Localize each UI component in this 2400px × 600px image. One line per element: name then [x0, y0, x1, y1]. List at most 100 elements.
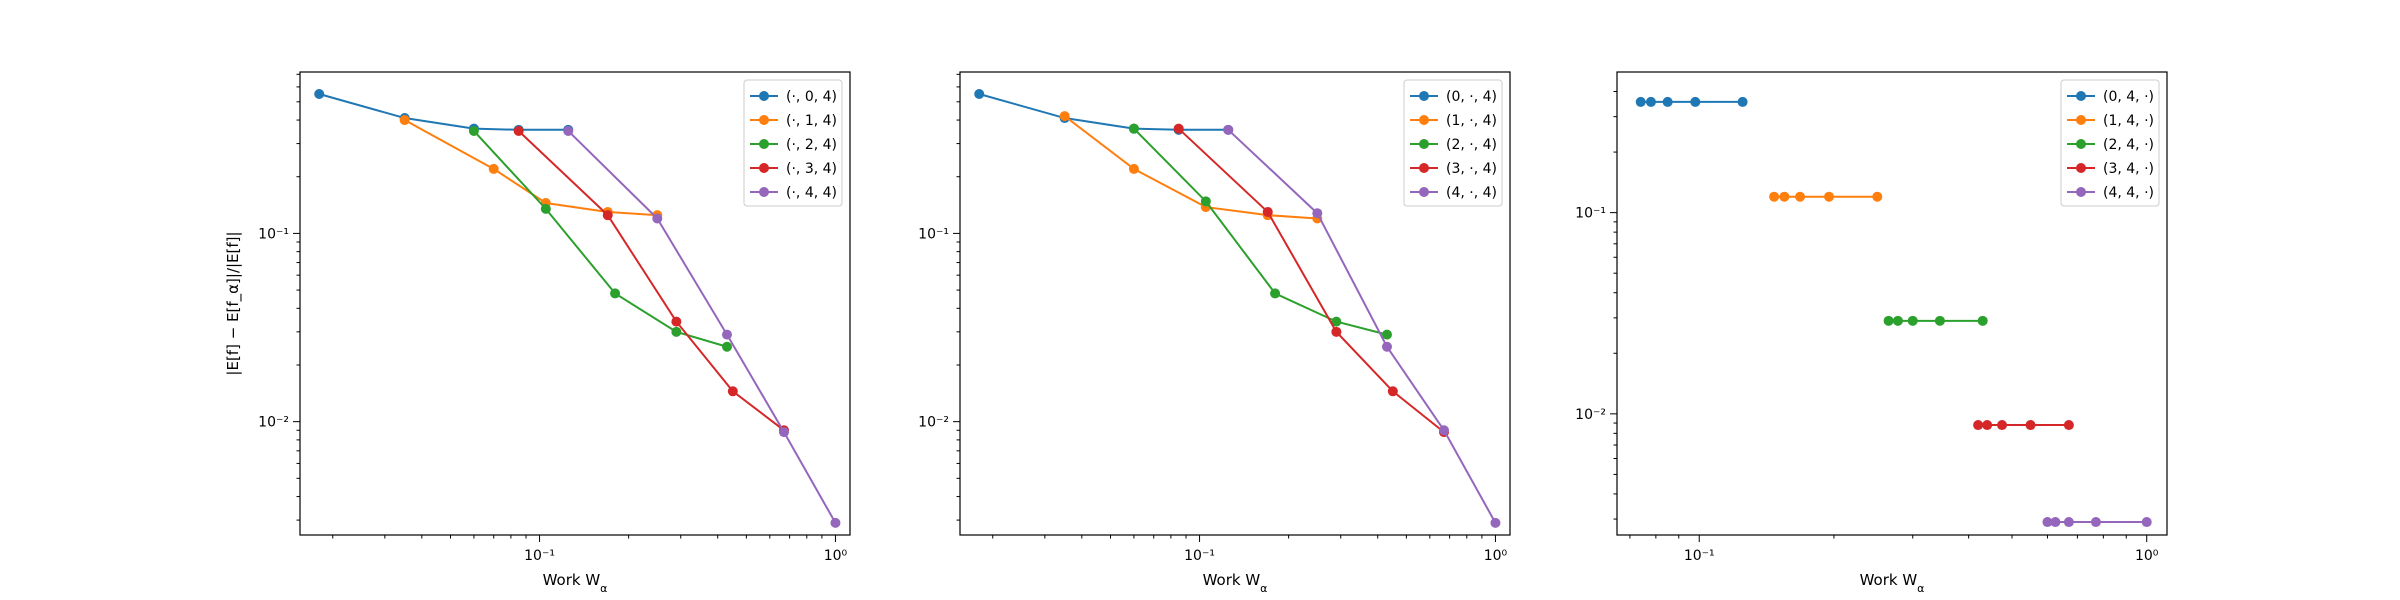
- data-point: [830, 517, 841, 528]
- data-point: [1128, 163, 1139, 174]
- minor-ticks: [296, 73, 823, 539]
- series-line: [404, 119, 658, 217]
- x-tick-label: 10⁻¹: [1684, 548, 1715, 564]
- data-point: [1769, 191, 1780, 202]
- legend-marker: [2076, 187, 2086, 197]
- data-point: [1635, 96, 1646, 107]
- legend-label: (1, ·, 4): [1446, 113, 1497, 129]
- minor-ticks: [1613, 90, 2127, 539]
- data-point: [1331, 316, 1342, 327]
- series-line: [978, 93, 1229, 131]
- data-point: [1892, 315, 1903, 326]
- plot-area: [974, 89, 1501, 528]
- legend-box: [743, 79, 843, 207]
- legend-marker: [759, 187, 769, 197]
- legend-marker: [759, 91, 769, 101]
- data-point: [1690, 96, 1701, 107]
- minor-ticks: [956, 73, 1483, 539]
- plot-area: [1635, 96, 2152, 528]
- chart-panel-1: 10⁻¹ 10⁰ 10⁻² 10⁻¹ Work Wα |E[f] − E[f_α]|/|E…: [224, 71, 851, 595]
- x-tick-label: 10⁻¹: [524, 548, 555, 564]
- y-tick-label: 10⁻²: [918, 415, 949, 431]
- legend-marker: [2076, 139, 2086, 149]
- data-point: [1824, 191, 1835, 202]
- data-point: [727, 386, 738, 397]
- legend-box: [1403, 79, 1503, 207]
- legend-label: (0, ·, 4): [1446, 89, 1497, 105]
- data-point: [974, 89, 985, 100]
- data-point: [1977, 315, 1988, 326]
- legend-box: [2060, 79, 2160, 207]
- legend-marker: [759, 163, 769, 173]
- plot-area: [314, 89, 841, 528]
- y-tick-label: 10⁻²: [1575, 407, 1606, 423]
- data-point: [602, 210, 613, 221]
- legend: (0, ·, 4) (1, ·, 4) (2, ·, 4) (3, ·, 4) (4, …: [1403, 79, 1503, 207]
- legend-marker: [1419, 91, 1429, 101]
- legend: (·, 0, 4) (·, 1, 4) (·, 2, 4) (·, 3, 4) (·, …: [743, 79, 843, 207]
- data-point: [1662, 96, 1673, 107]
- data-point: [1997, 420, 2008, 431]
- legend-label: (1, 4, ·): [2103, 113, 2154, 129]
- series-line: [1064, 115, 1318, 220]
- data-point: [610, 288, 621, 299]
- y-tick-label: 10⁻¹: [918, 226, 949, 242]
- data-point: [721, 329, 732, 340]
- legend-label: (·, 3, 4): [786, 161, 837, 177]
- legend: (0, 4, ·) (1, 4, ·) (2, 4, ·) (3, 4, ·) (4, …: [2060, 79, 2160, 207]
- legend-marker: [1419, 187, 1429, 197]
- data-point: [1795, 191, 1806, 202]
- y-axis-label: |E[f] − E[f_α]|/|E[f]|: [224, 231, 243, 375]
- x-axis-label: Work Wα: [1203, 571, 1268, 595]
- y-tick-label: 10⁻¹: [258, 226, 289, 242]
- legend-marker: [759, 139, 769, 149]
- x-tick-label: 10⁰: [1484, 548, 1508, 564]
- axes-frame: [1616, 71, 2168, 536]
- legend-label: (0, 4, ·): [2103, 89, 2154, 105]
- legend-label: (2, ·, 4): [1446, 137, 1497, 153]
- data-point: [1438, 425, 1449, 436]
- legend-label: (·, 4, 4): [786, 185, 837, 201]
- data-point: [1907, 315, 1918, 326]
- legend-label: (·, 2, 4): [786, 137, 837, 153]
- series-line: [318, 93, 569, 131]
- data-point: [1173, 123, 1184, 134]
- legend-marker: [759, 115, 769, 125]
- data-point: [1982, 420, 1993, 431]
- data-point: [1312, 208, 1323, 219]
- x-tick-label: 10⁻¹: [1184, 548, 1215, 564]
- legend-marker: [2076, 91, 2086, 101]
- legend-label: (4, 4, ·): [2103, 185, 2154, 201]
- legend-marker: [1419, 139, 1429, 149]
- data-point: [1737, 96, 1748, 107]
- axes-frame: [959, 71, 1511, 536]
- data-point: [1883, 315, 1894, 326]
- chart-panel-3: 10⁻¹ 10⁰ 10⁻² 10⁻¹ Work Wα (0, 4, ·) (1, 4, ·)…: [1575, 71, 2168, 595]
- legend-marker: [2076, 163, 2086, 173]
- legend-marker: [1419, 163, 1429, 173]
- x-axis-label: Work Wα: [543, 571, 608, 595]
- data-point: [652, 213, 663, 224]
- data-point: [468, 125, 479, 136]
- legend-label: (·, 0, 4): [786, 89, 837, 105]
- data-point: [2050, 517, 2061, 528]
- data-point: [1331, 326, 1342, 337]
- data-point: [1973, 420, 1984, 431]
- legend-label: (4, ·, 4): [1446, 185, 1497, 201]
- x-axis-label: Work Wα: [1860, 571, 1925, 595]
- data-point: [2042, 517, 2053, 528]
- data-point: [1223, 124, 1234, 135]
- data-point: [2063, 517, 2074, 528]
- data-point: [1200, 196, 1211, 207]
- data-point: [1779, 191, 1790, 202]
- data-point: [540, 203, 551, 214]
- data-point: [513, 125, 524, 136]
- data-point: [563, 125, 574, 136]
- data-point: [1059, 111, 1070, 122]
- data-point: [778, 427, 789, 438]
- data-point: [1381, 341, 1392, 352]
- data-point: [1645, 96, 1656, 107]
- data-point: [2063, 420, 2074, 431]
- data-point: [1128, 123, 1139, 134]
- legend-label: (·, 1, 4): [786, 113, 837, 129]
